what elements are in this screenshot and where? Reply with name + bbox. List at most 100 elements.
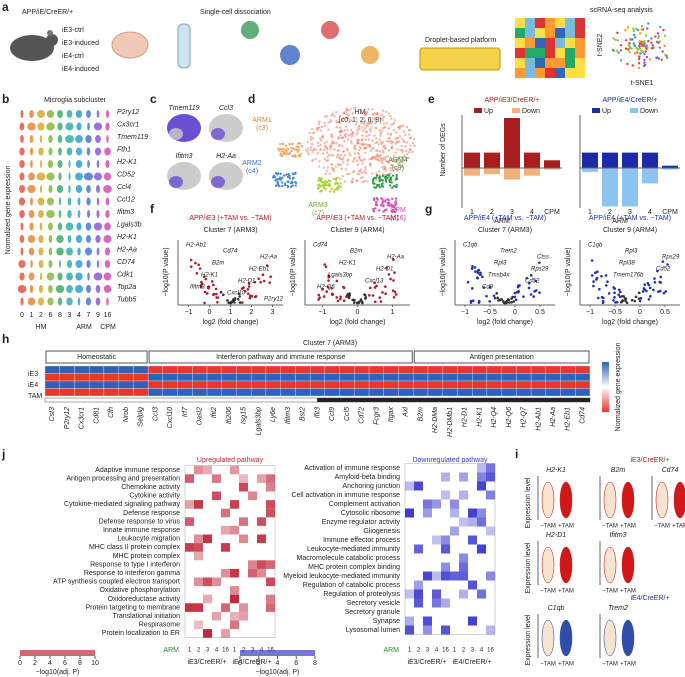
- violin-decor: [20, 247, 24, 256]
- violin-decor: [77, 297, 81, 306]
- umap-dot: [382, 144, 386, 147]
- umap-dot: [321, 135, 324, 138]
- volcano-dot: [226, 299, 229, 302]
- violin-decor: [106, 297, 109, 306]
- plot-subtitle: Cluster 9 (ARM4): [603, 227, 657, 234]
- volcano-dot: [658, 289, 662, 293]
- x-tick-label: +TAM: [672, 524, 685, 530]
- legend-swatch: [630, 108, 638, 113]
- violin-decor: [559, 619, 573, 657]
- tsne-dot: [660, 58, 663, 61]
- heat-cell: [59, 365, 75, 374]
- violin-decor: [19, 272, 25, 281]
- violin-decor: [39, 272, 43, 281]
- tsne-dot: [659, 25, 662, 29]
- umap-dot: [402, 130, 406, 133]
- umap-dot: [384, 110, 387, 113]
- umap-dot: [375, 113, 379, 116]
- violin-decor: [65, 135, 74, 143]
- volcano-dot: [598, 287, 601, 291]
- umap-dot: [383, 165, 386, 168]
- volcano-dot: [321, 288, 324, 291]
- volcano-dot: [534, 289, 538, 292]
- heat-decor: [545, 38, 555, 48]
- violin-decor: [96, 247, 100, 256]
- umap-dot: [369, 149, 373, 153]
- tsne-dot: [636, 28, 640, 32]
- violin-decor: [39, 135, 43, 143]
- axis-label: t-SNE2: [597, 34, 604, 57]
- heat-cell: [89, 365, 105, 374]
- violin-decor: [57, 122, 63, 131]
- heat-cell: [185, 474, 194, 483]
- bar: [582, 152, 598, 168]
- volcano-dot: [385, 266, 388, 270]
- umap-dot: [333, 114, 336, 118]
- umap-dot: [339, 157, 342, 160]
- umap-dot: [326, 148, 329, 151]
- violin-decor: [19, 210, 25, 218]
- volcano-dot: [243, 289, 247, 293]
- violin-decor: [46, 210, 55, 218]
- umap-dot: [334, 165, 337, 168]
- umap-dot: [361, 159, 365, 162]
- umap-dot: [330, 140, 334, 143]
- umap-dot: [390, 186, 394, 190]
- umap-dot: [360, 126, 363, 129]
- heat-decor: [545, 28, 555, 38]
- violin-decor: [96, 197, 100, 206]
- volcano-dot: [384, 292, 387, 296]
- umap-dot: [320, 125, 323, 129]
- x-tick-label: 2: [39, 312, 43, 319]
- umap-dot: [307, 153, 310, 156]
- umap-dot: [411, 141, 415, 145]
- volcano-dot: [647, 297, 651, 301]
- umap-dot: [391, 210, 394, 213]
- violin-decor: [28, 172, 35, 181]
- umap-dot: [398, 155, 401, 159]
- umap-dot: [317, 122, 321, 126]
- umap-dot: [373, 117, 377, 121]
- violin-decor: [86, 210, 91, 218]
- umap-dot: [343, 180, 347, 183]
- umap-dot: [294, 181, 298, 184]
- umap-dot: [393, 210, 397, 214]
- volcano-dot: [596, 270, 599, 273]
- volcano-dot: [476, 276, 479, 280]
- volcano-dot: [384, 285, 387, 288]
- umap-dot: [394, 201, 397, 204]
- violin-decor: [94, 147, 102, 156]
- heat-cell: [405, 616, 414, 626]
- umap-dot: [390, 181, 393, 184]
- section-title: iE4/CreER/+: [630, 595, 669, 602]
- heat-cell: [450, 526, 459, 536]
- umap-dot: [308, 131, 312, 135]
- volcano-dot: [613, 296, 616, 299]
- umap-dot: [324, 180, 327, 183]
- violin-decor: [66, 297, 73, 306]
- gene-label: Cd52: [525, 279, 540, 285]
- violin-decor: [77, 197, 81, 206]
- heat-decor: [555, 48, 565, 58]
- tsne-dot: [616, 39, 619, 42]
- heat-cell: [230, 586, 239, 595]
- pathway-label: Enzyme regulator activity: [322, 519, 401, 526]
- umap-dot: [386, 160, 389, 163]
- heat-cell: [309, 380, 326, 389]
- heat-cell: [221, 543, 230, 552]
- gene-label: B2m: [417, 407, 424, 422]
- x-tick-label: 3: [271, 309, 275, 316]
- violin-decor: [37, 122, 45, 131]
- heat-cell: [324, 373, 340, 382]
- axis-label: −log10(P value): [565, 247, 572, 296]
- volcano-dot: [641, 290, 645, 293]
- volcano-dot: [326, 285, 330, 289]
- heat-cell: [194, 620, 203, 630]
- heat-cell: [230, 568, 239, 578]
- heat-cell: [44, 388, 60, 397]
- heat-cell: [89, 380, 105, 389]
- umap-dot: [401, 165, 404, 169]
- pathway-label: Defense response to virus: [99, 518, 181, 525]
- tsne-dot: [662, 28, 665, 32]
- umap-decor: [169, 128, 183, 140]
